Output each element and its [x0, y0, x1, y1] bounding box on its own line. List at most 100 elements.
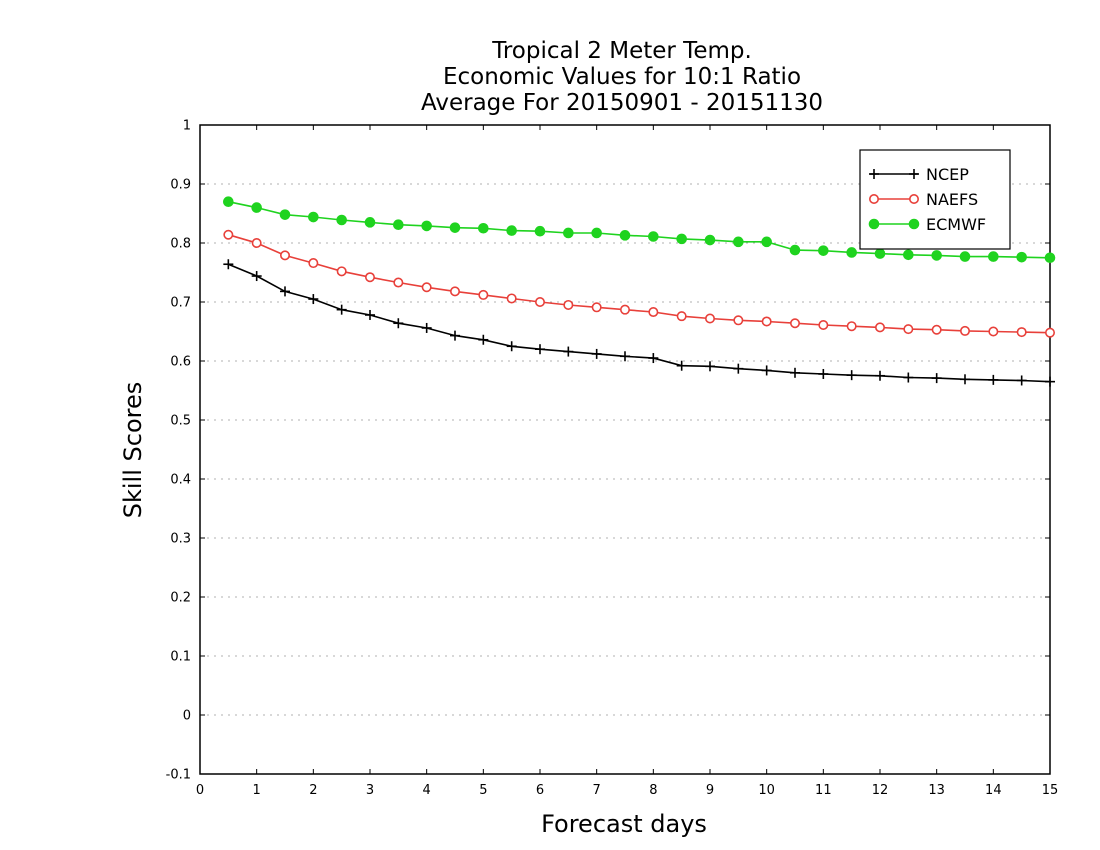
x-tick-label: 10: [758, 783, 775, 798]
data-point: [648, 231, 659, 242]
series-layer: [223, 196, 1056, 387]
data-point: [478, 222, 489, 234]
x-tick-label: 13: [928, 783, 945, 798]
x-tick-label: 9: [706, 783, 714, 798]
data-point: [421, 282, 432, 293]
data-point: [251, 238, 262, 249]
data-point: [620, 351, 630, 362]
data-point: [733, 363, 744, 374]
chart-title: Tropical 2 Meter Temp.: [491, 38, 752, 64]
data-point: [1044, 252, 1056, 264]
legend-marker: [908, 194, 919, 205]
y-tick-label: 0.4: [170, 473, 191, 488]
data-point: [308, 258, 319, 269]
data-point: [874, 322, 885, 333]
data-point: [676, 233, 687, 245]
data-point: [393, 318, 404, 329]
data-point: [619, 304, 630, 315]
data-point: [308, 211, 319, 223]
legend: NCEP NAEFS ECMWF: [859, 149, 1011, 250]
data-point: [563, 346, 574, 357]
data-point: [789, 318, 800, 329]
y-tick-label: -0.1: [166, 768, 191, 783]
data-point: [279, 209, 291, 220]
x-axis-ticks: 0 1 2 3 4 5 6 7 8 9 10 11 12 13 14 15: [196, 125, 1058, 798]
data-point: [393, 277, 404, 288]
data-point: [1016, 327, 1027, 338]
data-point: [676, 360, 687, 371]
x-tick-label: 6: [536, 783, 544, 798]
data-point: [364, 217, 376, 228]
y-tick-label: 0.8: [170, 237, 191, 252]
data-point: [988, 374, 999, 385]
data-point: [818, 245, 829, 256]
legend-label: NCEP: [926, 165, 969, 184]
legend-marker: [909, 169, 919, 179]
y-tick-label: 0.3: [170, 532, 191, 547]
data-point: [1016, 375, 1027, 386]
series-line-ncep: [227, 263, 1051, 383]
data-point: [790, 367, 800, 378]
data-point: [875, 370, 885, 381]
data-point: [733, 236, 744, 248]
data-point: [1045, 327, 1056, 338]
chart-subtitle-1: Economic Values for 10:1 Ratio: [443, 64, 801, 90]
data-point: [846, 321, 857, 332]
data-point: [280, 286, 290, 297]
data-point: [506, 225, 517, 236]
data-point: [534, 296, 545, 307]
x-tick-label: 3: [366, 783, 374, 798]
x-tick-label: 15: [1042, 783, 1059, 798]
data-point: [591, 302, 602, 313]
data-point: [1016, 251, 1027, 263]
data-point: [931, 324, 942, 335]
data-point: [789, 244, 801, 256]
x-tick-label: 0: [196, 783, 204, 798]
data-point: [761, 365, 772, 376]
chart-subtitle-2: Average For 20150901 - 20151130: [421, 90, 823, 116]
legend-item-ncep: NCEP: [869, 165, 969, 184]
y-axis-label: Skill Scores: [119, 382, 147, 519]
data-point: [223, 259, 234, 270]
data-point: [223, 196, 234, 207]
data-point: [704, 234, 716, 246]
data-point: [619, 230, 631, 241]
data-point: [279, 250, 290, 261]
y-tick-label: 0.9: [170, 178, 191, 193]
y-tick-label: 0.1: [170, 650, 191, 665]
data-point: [478, 334, 489, 345]
data-point: [761, 316, 772, 327]
y-tick-label: 0: [183, 709, 191, 724]
data-point: [534, 225, 546, 237]
x-tick-label: 4: [423, 783, 431, 798]
data-point: [846, 370, 857, 381]
data-point: [364, 272, 375, 283]
data-point: [903, 249, 914, 261]
data-point: [960, 374, 970, 385]
legend-item-ecmwf: ECMWF: [868, 215, 986, 234]
y-tick-label: 1: [183, 119, 191, 134]
legend-marker: [868, 218, 880, 230]
x-tick-label: 14: [985, 783, 1002, 798]
data-point: [988, 326, 999, 337]
data-point: [251, 271, 262, 282]
data-point: [223, 229, 234, 240]
x-tick-label: 8: [649, 783, 657, 798]
y-tick-label: 0.2: [170, 591, 191, 606]
data-point: [733, 315, 744, 326]
data-point: [704, 313, 715, 324]
y-tick-label: 0.6: [170, 355, 191, 370]
data-point: [421, 322, 432, 333]
legend-label: NAEFS: [926, 190, 978, 209]
data-point: [535, 344, 545, 355]
series-naefs: [223, 229, 1056, 338]
series-ecmwf: [223, 196, 1056, 264]
data-point: [931, 250, 942, 261]
data-point: [874, 248, 886, 259]
x-axis-label: Forecast days: [541, 810, 707, 838]
legend-label: ECMWF: [926, 215, 986, 234]
data-point: [959, 251, 971, 262]
data-point: [563, 227, 574, 239]
data-point: [336, 214, 347, 226]
